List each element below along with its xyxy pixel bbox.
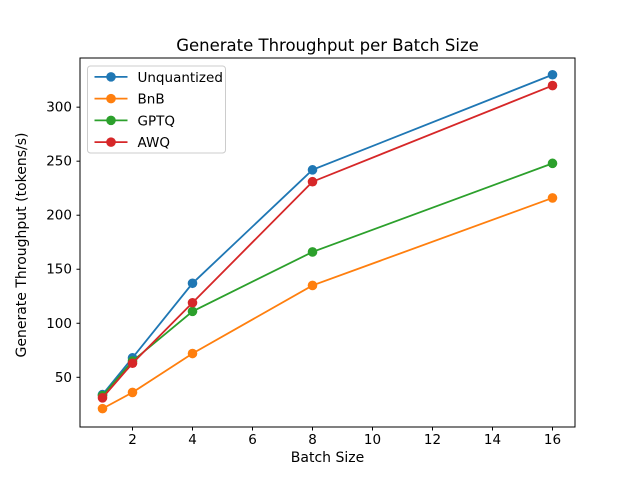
y-tick-label: 50 [55,370,72,386]
y-tick-label: 250 [46,154,72,170]
x-tick-label: 14 [484,432,501,448]
data-point-gptq [187,306,198,317]
x-tick-label: 10 [364,432,381,448]
x-tick-label: 8 [308,432,317,448]
data-point-awq [187,297,198,308]
legend-label-awq: AWQ [138,135,170,151]
data-point-awq [547,80,558,91]
x-tick-label: 2 [128,432,137,448]
legend-marker-awq [106,137,116,147]
data-point-bnb [307,280,318,291]
data-point-awq [127,358,138,369]
x-tick-label: 6 [248,432,257,448]
series-line-bnb [102,197,553,410]
x-tick-label: 12 [424,432,441,448]
legend-marker-unquantized [106,72,116,82]
data-point-gptq [307,247,318,257]
data-point-bnb [127,387,138,398]
data-point-unquantized [547,69,558,80]
legend-label-bnb: BnB [138,92,165,108]
y-tick-label: 150 [46,262,72,278]
data-point-bnb [97,403,108,414]
legend-marker-gptq [106,115,116,126]
legend-label-gptq: GPTQ [138,113,175,129]
legend: Unquantized BnB GPTQ AWQ [87,65,226,154]
y-tick-label: 200 [46,208,72,224]
y-tick-label: 300 [46,100,72,116]
data-point-awq [307,176,318,187]
legend-marker-bnb [106,93,116,104]
chart-title: Generate Throughput per Batch Size [176,36,479,55]
data-point-unquantized [187,278,198,289]
data-point-gptq [547,158,558,169]
x-tick-label: 4 [188,432,197,448]
data-point-awq [97,393,108,403]
x-tick-label: 16 [544,432,561,448]
legend-box [87,65,226,154]
data-point-bnb [187,348,198,359]
axes-frame [79,57,576,428]
legend-label-unquantized: Unquantized [138,70,223,86]
data-point-bnb [547,193,558,203]
x-axis-label: Batch Size [290,450,365,466]
y-tick-label: 100 [46,316,72,332]
data-point-unquantized [307,165,318,175]
